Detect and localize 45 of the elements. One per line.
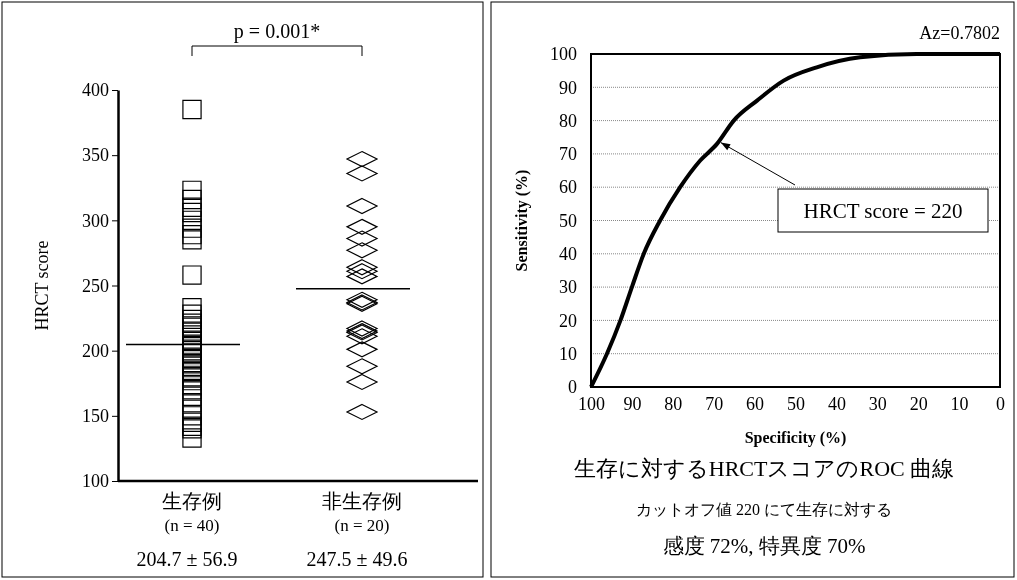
line-series: [589, 52, 1002, 389]
y-tick-label: 70: [559, 144, 577, 165]
y-tick-label: 150: [82, 406, 109, 427]
y-tick-label: 200: [82, 340, 109, 361]
y-tick-label: 50: [559, 210, 577, 231]
text: p = 0.001*: [233, 20, 321, 43]
text: 204.7 ± 56.9: [136, 548, 238, 570]
x-tick-label: 非生存例: [322, 489, 402, 513]
text: Az=0.7802: [919, 23, 1000, 43]
y-tick-label: 90: [559, 77, 577, 98]
x-axis-title: Specificity (%): [744, 429, 847, 447]
x-tick-label: 90: [623, 393, 642, 414]
y-tick-label: 100: [82, 471, 109, 492]
y-tick-label: 80: [559, 110, 577, 131]
text: 生存に対するHRCTスコアのROC 曲線: [573, 456, 955, 481]
annotation: HRCT score = 220: [803, 199, 963, 223]
x-tick-label: 60: [746, 393, 765, 414]
text: (n = 40): [164, 516, 220, 535]
x-tick-label: 50: [787, 393, 805, 414]
x-tick-label: 30: [868, 393, 887, 414]
y-tick-label: 60: [559, 177, 577, 198]
x-tick-label: 20: [909, 393, 928, 414]
text: カットオフ値 220 にて生存に対する: [636, 501, 892, 518]
y-tick-label: 100: [550, 44, 577, 65]
text: 感度 72%, 特異度 70%: [662, 534, 866, 558]
y-axis-title: HRCT score: [32, 240, 52, 331]
x-tick-label: 100: [578, 393, 605, 414]
y-tick-label: 10: [559, 343, 577, 364]
y-tick-label: 20: [559, 310, 577, 331]
x-tick-label: 生存例: [162, 489, 222, 513]
x-tick-label: 0: [996, 393, 1005, 414]
y-tick-label: 300: [82, 210, 109, 231]
y-tick-label: 350: [82, 145, 109, 166]
x-tick-label: 40: [827, 393, 846, 414]
y-tick-label: 40: [559, 244, 577, 265]
y-tick-label: 400: [82, 80, 109, 101]
y-tick-label: 30: [559, 277, 577, 298]
x-tick-label: 10: [950, 393, 969, 414]
y-axis-title: Sensitivity (%): [513, 169, 531, 272]
text: 247.5 ± 49.6: [306, 548, 408, 570]
y-tick-label: 250: [82, 275, 109, 296]
x-tick-label: 70: [705, 393, 724, 414]
x-tick-label: 80: [664, 393, 683, 414]
text: (n = 20): [334, 516, 390, 535]
y-tick-label: 0: [568, 377, 577, 398]
